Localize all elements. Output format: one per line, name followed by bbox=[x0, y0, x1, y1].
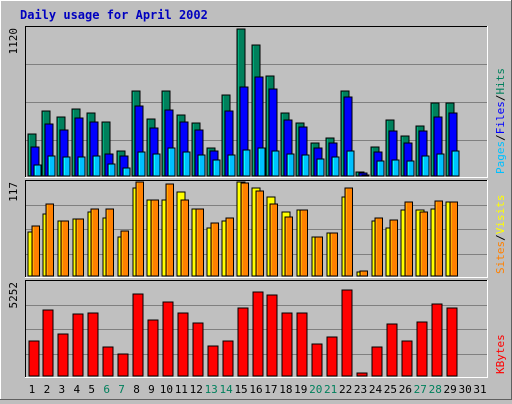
x-tick-label-day-12: 12 bbox=[190, 383, 203, 396]
legend-entry: Sites bbox=[494, 241, 507, 274]
legend-entry: Visits bbox=[494, 195, 507, 235]
legend-entry: Hits bbox=[494, 68, 507, 95]
x-tick-label-day-22: 22 bbox=[339, 383, 352, 396]
x-tick-label-day-31: 31 bbox=[473, 383, 486, 396]
x-tick-label-day-9: 9 bbox=[148, 383, 155, 396]
x-tick-label-day-8: 8 bbox=[133, 383, 140, 396]
x-tick-label-day-1: 1 bbox=[29, 383, 36, 396]
panel-max-label: 1120 bbox=[7, 28, 20, 55]
x-tick-label-day-15: 15 bbox=[234, 383, 247, 396]
bar-pages-day-23 bbox=[362, 175, 369, 176]
x-tick-label-day-5: 5 bbox=[88, 383, 95, 396]
x-tick-label-day-27: 27 bbox=[414, 383, 427, 396]
x-tick-label-day-17: 17 bbox=[264, 383, 277, 396]
x-tick-label-day-14: 14 bbox=[220, 383, 234, 396]
panel-hits-files-pages: 1120Pages/Files/Hits bbox=[7, 26, 507, 178]
x-tick-label-day-10: 10 bbox=[160, 383, 173, 396]
x-tick-label-day-28: 28 bbox=[429, 383, 442, 396]
x-tick-label-day-20: 20 bbox=[309, 383, 322, 396]
x-tick-label-day-29: 29 bbox=[444, 383, 457, 396]
legend-entry: KBytes bbox=[494, 334, 507, 374]
x-tick-label-day-6: 6 bbox=[103, 383, 110, 396]
x-tick-label-day-13: 13 bbox=[205, 383, 218, 396]
x-tick-label-day-19: 19 bbox=[294, 383, 307, 396]
x-tick-label-day-30: 30 bbox=[458, 383, 471, 396]
x-tick-label-day-18: 18 bbox=[279, 383, 292, 396]
x-tick-label-day-3: 3 bbox=[59, 383, 66, 396]
legend-entry: Files bbox=[494, 101, 507, 134]
bar-kbytes-day-23 bbox=[357, 373, 367, 376]
x-tick-label-day-4: 4 bbox=[73, 383, 80, 396]
panel-kbytes: 5252 KBytes bbox=[7, 280, 507, 378]
x-tick-label-day-26: 26 bbox=[399, 383, 412, 396]
x-tick-label-day-2: 2 bbox=[44, 383, 51, 396]
panel-visits-sites: 117 Sites/Visits bbox=[7, 180, 507, 278]
legend-entry: / bbox=[494, 234, 507, 241]
panel-legend: Sites/Visits bbox=[494, 195, 507, 275]
x-tick-label-day-16: 16 bbox=[249, 383, 262, 396]
x-tick-label-day-7: 7 bbox=[118, 383, 125, 396]
x-tick-label-day-23: 23 bbox=[354, 383, 367, 396]
x-tick-label-day-21: 21 bbox=[324, 383, 337, 396]
x-tick-label-day-24: 24 bbox=[369, 383, 383, 396]
panel-legend: Pages/Files/Hits bbox=[494, 68, 507, 174]
legend-entry: Pages bbox=[494, 141, 507, 174]
legend-entry: / bbox=[494, 134, 507, 141]
x-tick-label-day-11: 11 bbox=[175, 383, 188, 396]
legend-entry: / bbox=[494, 95, 507, 102]
x-tick-label-day-25: 25 bbox=[384, 383, 397, 396]
panel-max-label: 117 bbox=[7, 182, 20, 202]
panel-max-label: 5252 bbox=[7, 282, 20, 309]
panel-legend: KBytes bbox=[494, 334, 507, 374]
chart-title: Daily usage for April 2002 bbox=[20, 8, 208, 22]
chart-panels: 1120Pages/Files/Hits117Sites/Visits5252K… bbox=[7, 26, 507, 378]
